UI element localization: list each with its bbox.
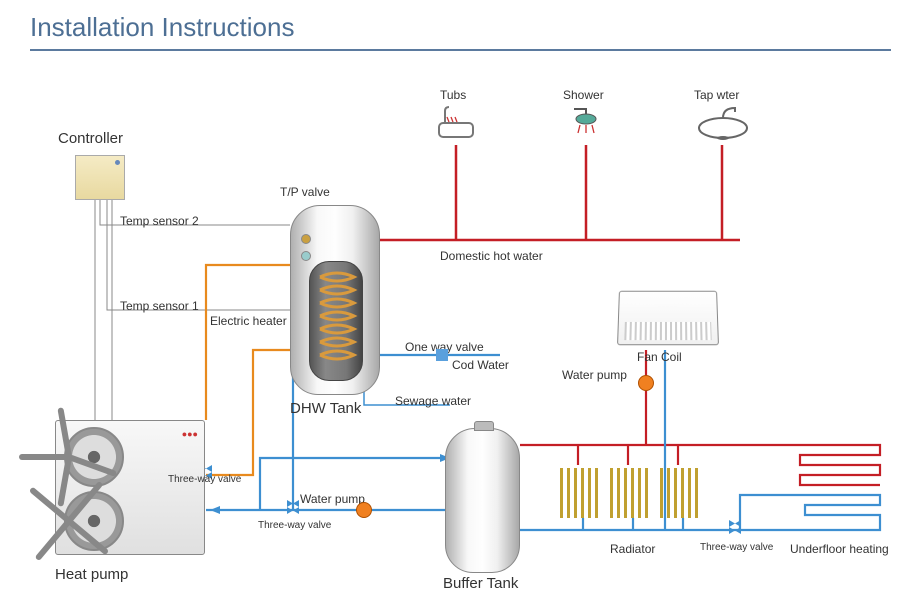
cold-water-label: Cod Water — [452, 358, 509, 372]
dhw-tank-label: DHW Tank — [290, 400, 361, 417]
fan-coil-label: Fan Coil — [637, 350, 682, 364]
tap-icon — [695, 102, 751, 149]
shower-label: Shower — [563, 88, 604, 102]
radiator-label: Radiator — [610, 542, 655, 556]
controller-device — [75, 155, 125, 200]
sewage-water-label: Sewage water — [395, 394, 471, 408]
radiator-1 — [560, 468, 600, 518]
radiator-3 — [660, 468, 700, 518]
heat-pump-label: Heat pump — [55, 566, 128, 583]
three-way-valve-2-label: Three-way valve — [258, 520, 331, 531]
temp-sensor-2-label: Temp sensor 2 — [120, 214, 199, 228]
tap-water-label: Tap wter — [694, 88, 739, 102]
one-way-valve-icon — [436, 349, 448, 361]
tubs-label: Tubs — [440, 88, 466, 102]
installation-diagram: Controller ●●● Heat pump T/P valve DHW T… — [0, 50, 911, 605]
page-title: Installation Instructions — [30, 12, 891, 43]
three-way-valve-1-label: Three-way valve — [168, 474, 241, 485]
temp-sensor-1-label: Temp sensor 1 — [120, 299, 199, 313]
buffer-tank-label: Buffer Tank — [443, 575, 518, 592]
heat-pump-unit: ●●● — [55, 420, 205, 555]
fan-coil-unit — [617, 291, 719, 345]
shower-icon — [566, 105, 606, 148]
three-way-valve-3-label: Three-way valve — [700, 542, 773, 553]
water-pump-bottom-icon — [356, 502, 372, 518]
tub-icon — [435, 105, 477, 148]
buffer-tank — [445, 428, 520, 573]
dhw-tank — [290, 205, 380, 395]
tp-valve-label: T/P valve — [280, 185, 330, 199]
radiator-2 — [610, 468, 650, 518]
underfloor-heating-label: Underfloor heating — [790, 542, 889, 556]
water-pump-top-icon — [638, 375, 654, 391]
water-pump-bottom-label: Water pump — [300, 492, 365, 506]
domestic-hot-water-label: Domestic hot water — [440, 249, 543, 263]
electric-heater-label: Electric heater — [210, 314, 287, 328]
water-pump-top-label: Water pump — [562, 368, 627, 382]
controller-label: Controller — [58, 130, 123, 147]
